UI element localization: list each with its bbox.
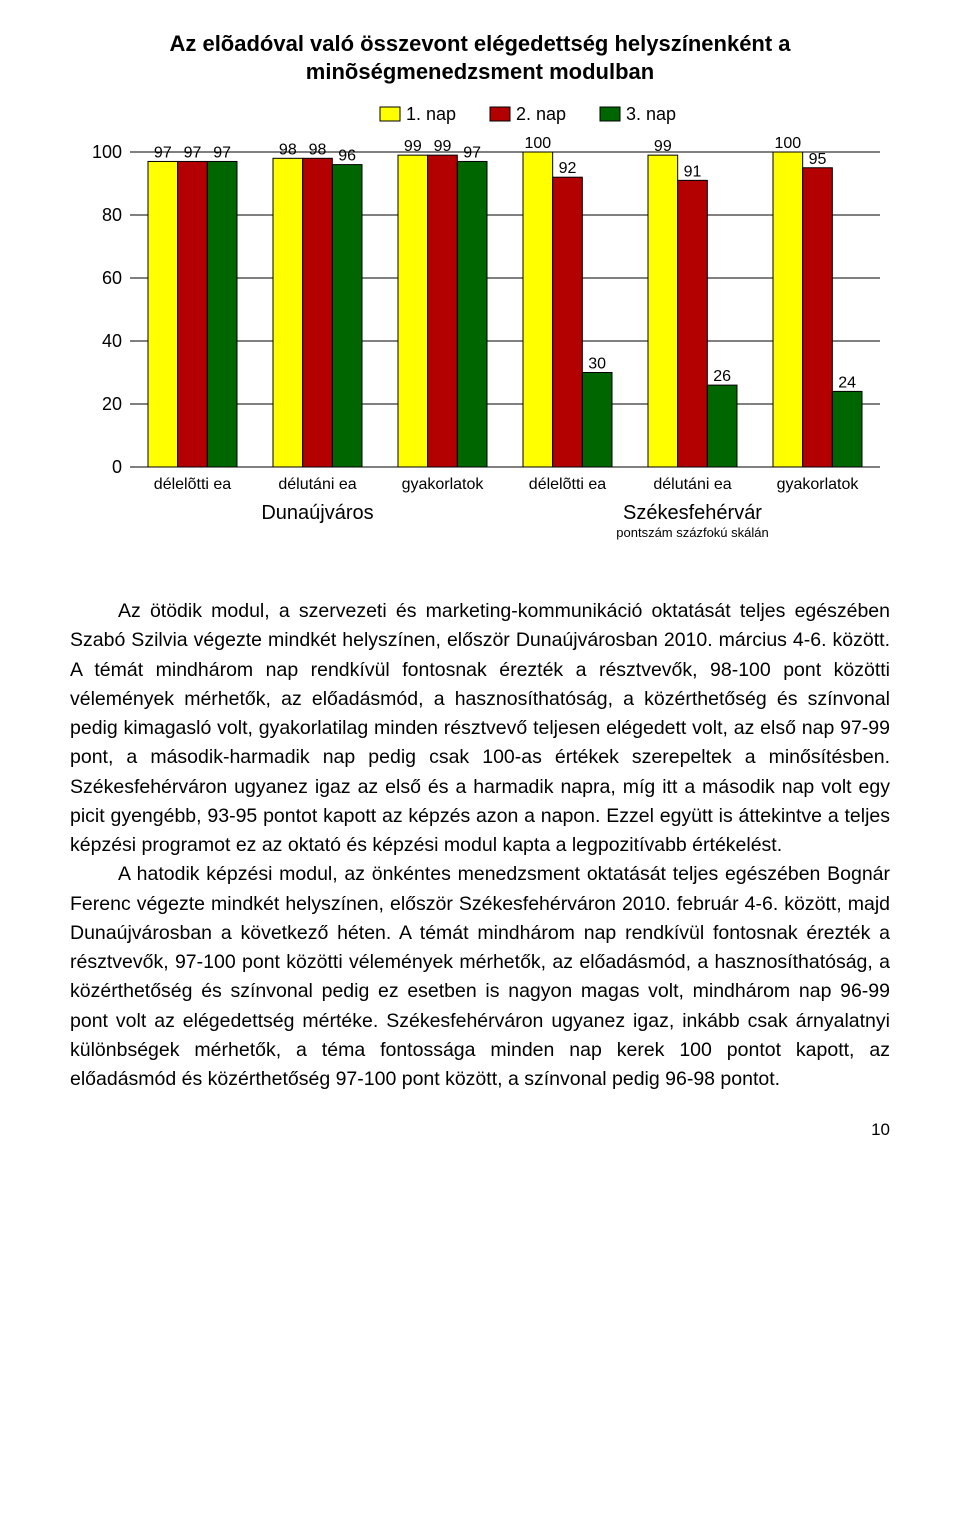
svg-text:80: 80: [102, 205, 122, 225]
svg-text:délelõtti ea: délelõtti ea: [529, 476, 606, 493]
chart-title-line1: Az elõadóval való összevont elégedettség…: [169, 31, 790, 56]
svg-text:100: 100: [774, 135, 801, 152]
svg-text:30: 30: [588, 356, 606, 373]
svg-text:99: 99: [654, 138, 672, 155]
svg-text:3. nap: 3. nap: [626, 104, 676, 124]
svg-text:2. nap: 2. nap: [516, 104, 566, 124]
svg-text:délutáni ea: délutáni ea: [278, 476, 356, 493]
chart-container: Az elõadóval való összevont elégedettség…: [70, 30, 890, 567]
paragraph-2: A hatodik képzési modul, az önkéntes men…: [70, 860, 890, 1094]
svg-text:97: 97: [184, 144, 202, 161]
svg-text:gyakorlatok: gyakorlatok: [402, 476, 485, 493]
bar-chart: 1. nap 2. nap 3. nap 0 20 40 60 80 100 97 97 97 déle…: [70, 97, 890, 567]
svg-text:91: 91: [684, 163, 702, 180]
svg-text:100: 100: [524, 135, 551, 152]
body-text: Az ötödik modul, a szervezeti és marketi…: [70, 597, 890, 1094]
svg-text:Székesfehérvár: Székesfehérvár: [623, 502, 762, 524]
svg-text:délutáni ea: délutáni ea: [653, 476, 731, 493]
svg-text:98: 98: [309, 141, 327, 158]
svg-text:97: 97: [154, 144, 172, 161]
svg-text:20: 20: [102, 394, 122, 414]
svg-text:99: 99: [404, 138, 422, 155]
chart-title: Az elõadóval való összevont elégedettség…: [70, 30, 890, 85]
svg-text:1. nap: 1. nap: [406, 104, 456, 124]
svg-text:0: 0: [112, 457, 122, 477]
svg-text:96: 96: [338, 148, 356, 165]
svg-text:Dunaújváros: Dunaújváros: [261, 502, 373, 524]
svg-text:60: 60: [102, 268, 122, 288]
paragraph-1: Az ötödik modul, a szervezeti és marketi…: [70, 597, 890, 860]
svg-text:92: 92: [559, 160, 577, 177]
svg-text:pontszám százfokú skálán: pontszám százfokú skálán: [616, 525, 768, 540]
svg-text:97: 97: [463, 144, 481, 161]
svg-text:délelõtti ea: délelõtti ea: [154, 476, 231, 493]
svg-text:26: 26: [713, 368, 731, 385]
svg-text:24: 24: [838, 374, 856, 391]
svg-text:97: 97: [213, 144, 231, 161]
svg-text:99: 99: [434, 138, 452, 155]
svg-text:98: 98: [279, 141, 297, 158]
svg-text:gyakorlatok: gyakorlatok: [777, 476, 860, 493]
svg-text:95: 95: [809, 151, 827, 168]
svg-text:40: 40: [102, 331, 122, 351]
page-number: 10: [70, 1120, 890, 1140]
chart-title-line2: minõségmenedzsment modulban: [306, 59, 654, 84]
svg-text:100: 100: [92, 142, 122, 162]
